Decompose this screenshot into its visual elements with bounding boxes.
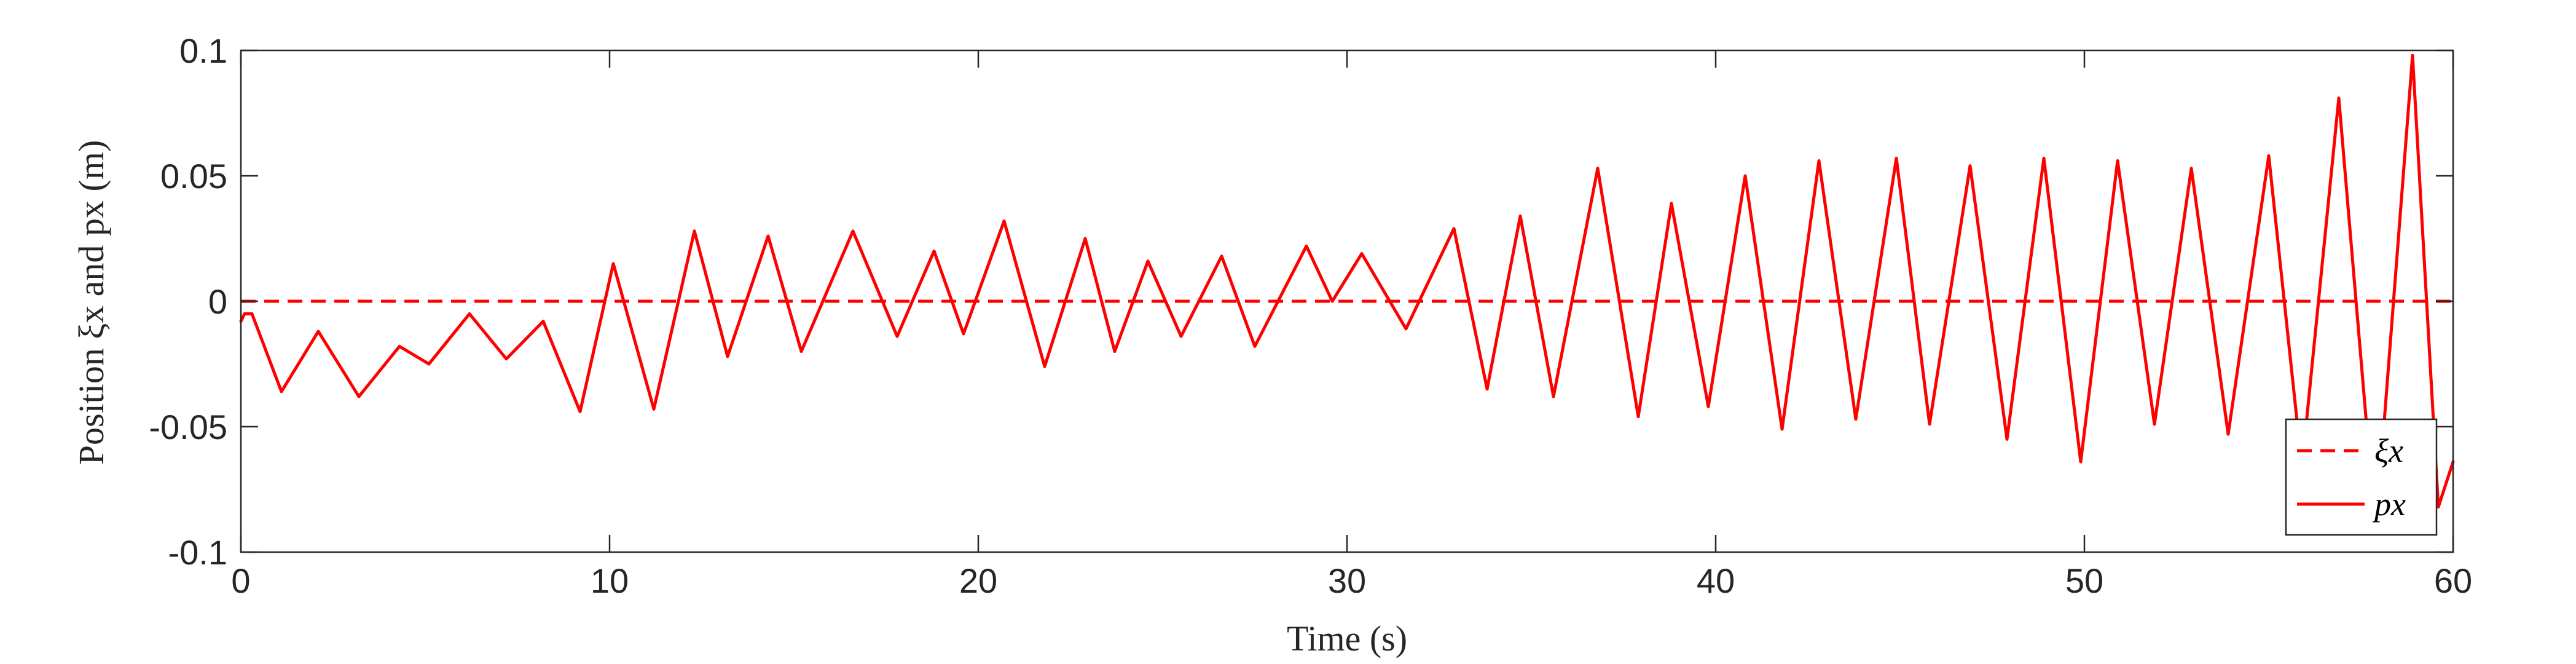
y-axis-title: Position ξx and px (m) [71,140,111,465]
legend-label-xi: ξx [2374,432,2403,469]
x-tick-label: 20 [959,561,997,600]
chart-marks [239,53,2455,534]
x-tick-label: 10 [591,561,629,600]
y-tick-label: 0.05 [160,157,227,196]
axis-ticks [240,49,2454,553]
legend-label-p: px [2372,486,2406,523]
y-tick-label: 0 [208,282,227,321]
x-tick-label: 0 [231,561,250,600]
x-tick-label: 50 [2065,561,2103,600]
y-tick-label: -0.05 [149,408,227,446]
tick-labels: 0 10 20 30 40 50 60 -0.1 -0.05 0 0.05 0.1 [149,31,2472,600]
series-line-1 [239,53,2455,534]
y-tick-label: -0.1 [168,533,228,572]
y-tick-label: 0.1 [179,31,227,70]
x-tick-label: 30 [1328,561,1366,600]
x-tick-label: 40 [1697,561,1735,600]
x-axis-title: Time (s) [1287,619,1407,658]
legend: ξx px [2285,418,2438,536]
x-tick-label: 60 [2434,561,2472,600]
legend-box [2285,418,2438,536]
